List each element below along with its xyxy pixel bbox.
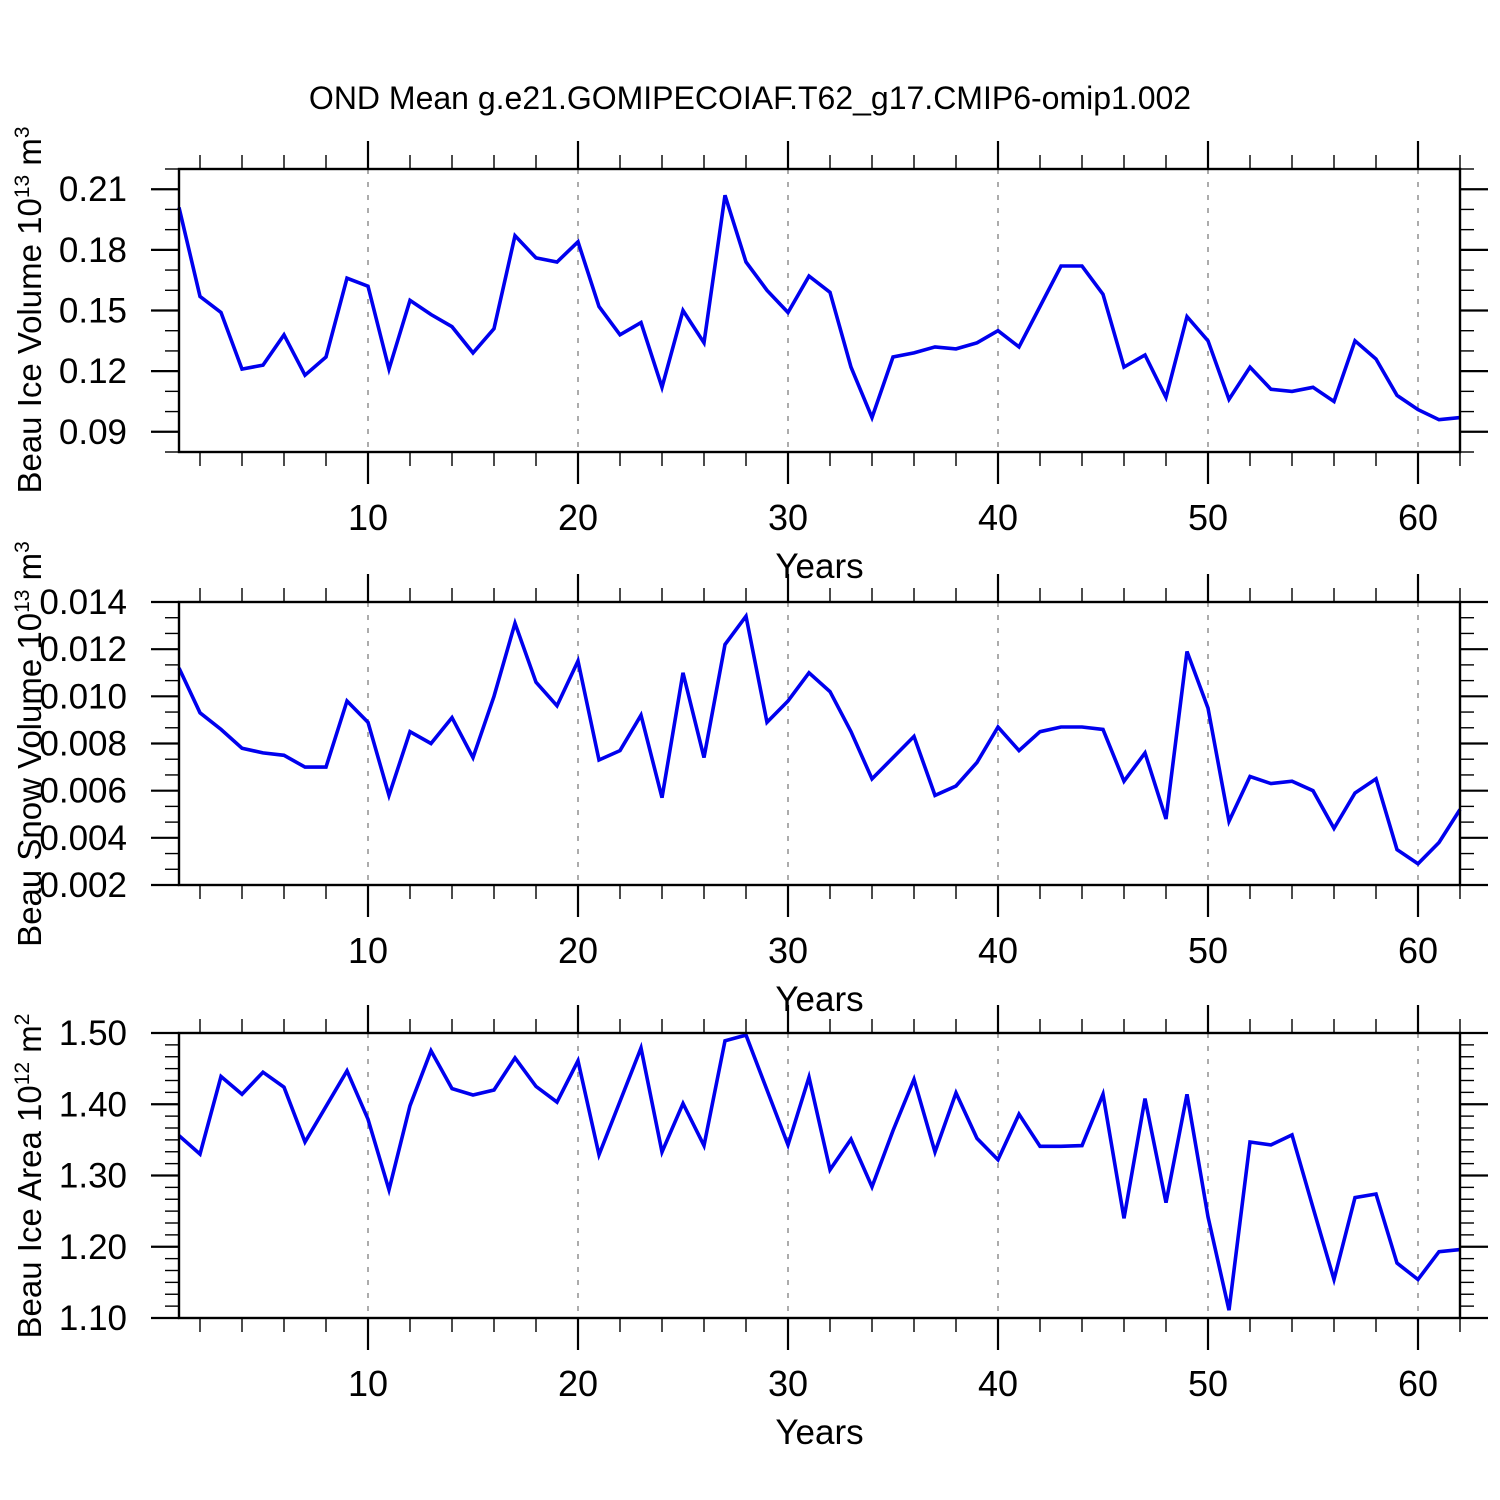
svg-text:30: 30 — [768, 1363, 808, 1404]
svg-text:0.012: 0.012 — [39, 630, 127, 669]
svg-text:40: 40 — [978, 1363, 1018, 1404]
svg-text:0.18: 0.18 — [59, 231, 127, 270]
svg-text:0.09: 0.09 — [59, 413, 127, 452]
axis-ticks — [151, 141, 1488, 484]
x-axis-title: Years — [775, 1413, 863, 1452]
svg-text:1.50: 1.50 — [59, 1014, 127, 1053]
svg-text:0.008: 0.008 — [39, 725, 127, 764]
ice-volume-line — [177, 194, 1461, 423]
gridlines — [367, 602, 1419, 885]
svg-text:10: 10 — [348, 1363, 388, 1404]
plot-box — [177, 167, 1462, 454]
ice-volume-plot: 0.21 0.18 0.15 0.12 0.09 10 20 30 40 50 60 Years — [59, 141, 1488, 586]
x-tick-labels: 10 20 30 40 50 60 — [348, 1363, 1438, 1404]
svg-text:10: 10 — [348, 930, 388, 971]
svg-text:1.20: 1.20 — [59, 1228, 127, 1267]
svg-text:30: 30 — [768, 930, 808, 971]
svg-text:1.10: 1.10 — [59, 1299, 127, 1338]
svg-text:0.006: 0.006 — [39, 772, 127, 811]
svg-text:0.21: 0.21 — [59, 170, 127, 209]
x-axis-title: Years — [775, 547, 863, 586]
ice-area-line — [177, 1032, 1461, 1311]
svg-text:1.30: 1.30 — [59, 1157, 127, 1196]
svg-text:60: 60 — [1398, 930, 1438, 971]
svg-text:60: 60 — [1398, 497, 1438, 538]
svg-text:0.002: 0.002 — [39, 866, 127, 905]
gridlines — [367, 169, 1419, 452]
plot-box — [177, 600, 1462, 887]
snow-volume-line — [177, 611, 1462, 867]
figure-title: OND Mean g.e21.GOMIPECOIAF.T62_g17.CMIP6… — [308, 80, 1192, 116]
axis-ticks — [151, 574, 1488, 917]
svg-text:0.12: 0.12 — [59, 352, 127, 391]
svg-text:20: 20 — [558, 497, 598, 538]
svg-text:0.004: 0.004 — [39, 819, 127, 858]
svg-text:50: 50 — [1188, 930, 1228, 971]
svg-text:0.15: 0.15 — [59, 292, 127, 331]
plot-box — [177, 1031, 1462, 1320]
ice-area-plot: 1.50 1.40 1.30 1.20 1.10 10 20 30 40 50 60 Years — [59, 1005, 1488, 1452]
snow-volume-plot: 0.014 0.012 0.010 0.008 0.006 0.004 0.002 10 20 3… — [39, 574, 1488, 1019]
svg-text:50: 50 — [1188, 1363, 1228, 1404]
svg-text:40: 40 — [978, 497, 1018, 538]
y-tick-labels: 0.21 0.18 0.15 0.12 0.09 — [59, 170, 127, 452]
gridlines — [367, 1033, 1419, 1318]
axis-ticks — [151, 1005, 1488, 1350]
x-axis-title: Years — [775, 980, 863, 1019]
svg-text:50: 50 — [1188, 497, 1228, 538]
svg-text:0.014: 0.014 — [39, 583, 127, 622]
x-tick-labels: 10 20 30 40 50 60 — [348, 930, 1438, 971]
svg-text:30: 30 — [768, 497, 808, 538]
x-tick-labels: 10 20 30 40 50 60 — [348, 497, 1438, 538]
y-tick-labels: 0.014 0.012 0.010 0.008 0.006 0.004 0.002 — [39, 583, 127, 905]
svg-text:20: 20 — [558, 930, 598, 971]
svg-text:0.010: 0.010 — [39, 677, 127, 716]
svg-text:10: 10 — [348, 497, 388, 538]
svg-text:20: 20 — [558, 1363, 598, 1404]
svg-text:1.40: 1.40 — [59, 1085, 127, 1124]
svg-text:60: 60 — [1398, 1363, 1438, 1404]
y-tick-labels: 1.50 1.40 1.30 1.20 1.10 — [59, 1014, 127, 1338]
svg-text:40: 40 — [978, 930, 1018, 971]
